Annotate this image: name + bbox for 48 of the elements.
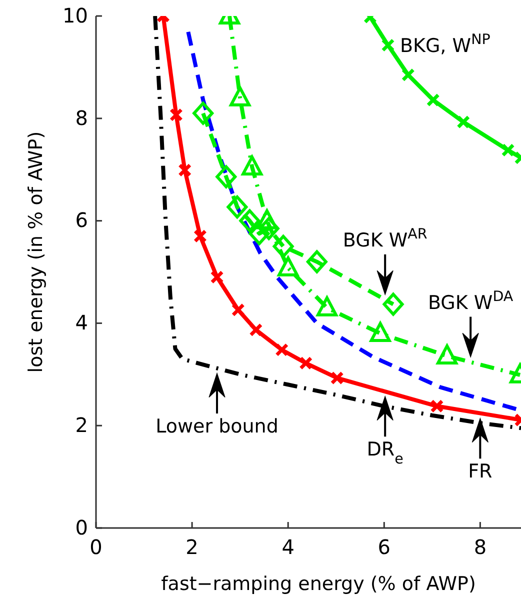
annotation: BGK W$^{DA}$ xyxy=(428,289,514,314)
y-tick-label: 6 xyxy=(75,208,88,232)
point xyxy=(381,38,395,52)
point xyxy=(275,343,289,357)
x-tick-label: 8 xyxy=(474,535,487,560)
y-axis-title: lost energy (in % of AWP) xyxy=(25,131,47,373)
point xyxy=(330,371,344,385)
point xyxy=(278,256,299,276)
point xyxy=(231,303,245,317)
point xyxy=(239,209,260,232)
point xyxy=(242,156,263,176)
point xyxy=(272,234,294,258)
annotation: BGK W$^{AR}$ xyxy=(342,226,428,252)
point xyxy=(456,115,470,129)
point xyxy=(216,165,237,188)
point xyxy=(436,344,458,364)
point xyxy=(258,216,280,240)
x-tick-label: 2 xyxy=(186,535,198,560)
point xyxy=(430,399,444,413)
y-tick-label: 10 xyxy=(62,3,88,28)
point xyxy=(178,163,192,177)
y-tick-label: 2 xyxy=(75,413,88,437)
point xyxy=(501,143,515,157)
point xyxy=(210,270,224,284)
point xyxy=(169,108,183,122)
x-tick-label: 6 xyxy=(378,535,391,560)
y-tick-label: 0 xyxy=(75,515,88,540)
point xyxy=(370,322,391,342)
y-tick-label: 4 xyxy=(75,310,88,335)
point xyxy=(316,296,338,316)
y-tick-label: 8 xyxy=(75,106,88,130)
point xyxy=(193,229,207,243)
point xyxy=(192,102,214,125)
point xyxy=(299,356,313,370)
annotation: FR xyxy=(468,460,492,482)
point xyxy=(248,222,270,246)
point xyxy=(256,209,278,230)
annotation: DR$_{e}$ xyxy=(366,438,404,468)
point xyxy=(306,250,328,274)
x-axis-title: fast−ramping energy (% of AWP) xyxy=(161,573,476,595)
series-label: BKG, W$^{NP}$ xyxy=(400,32,491,58)
point xyxy=(226,195,248,218)
point xyxy=(426,93,440,107)
annotation: Lower bound xyxy=(156,415,278,438)
x-tick-label: 4 xyxy=(282,535,294,560)
point xyxy=(382,292,404,316)
point xyxy=(401,68,415,82)
point xyxy=(249,323,263,337)
